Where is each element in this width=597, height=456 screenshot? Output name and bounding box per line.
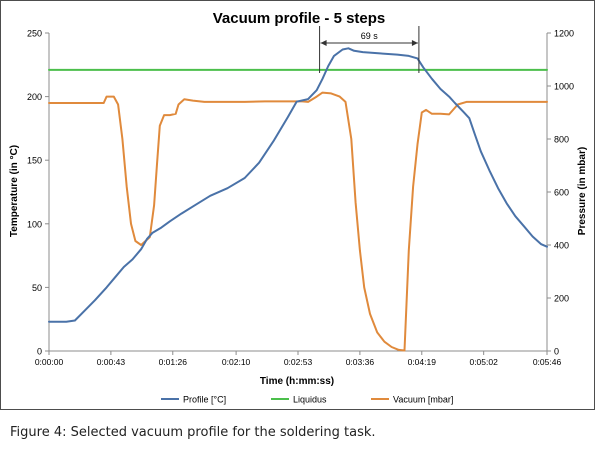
x-tick-label: 0:04:19 — [408, 357, 437, 367]
y-tick-label: 250 — [27, 29, 42, 39]
x-axis-title: Time (h:mm:ss) — [260, 376, 334, 387]
x-tick-label: 0:05:46 — [533, 357, 562, 367]
x-tick-label: 0:05:02 — [469, 357, 498, 367]
axes: 0 50 100 150 200 250 0 200 400 600 800 1000 1200 0:00… — [27, 29, 574, 368]
y2-tick-label: 0 — [554, 347, 559, 357]
legend-label: Vacuum [mbar] — [393, 395, 453, 405]
x-tick-label: 0:00:00 — [35, 357, 64, 367]
y2-tick-label: 1000 — [554, 82, 574, 92]
series-line-vacuum-mbar — [48, 91, 548, 352]
x-tick-label: 0:02:10 — [222, 357, 251, 367]
y-tick-label: 0 — [37, 347, 42, 357]
legend: Profile [°C] Liquidus Vacuum [mbar] — [161, 395, 453, 405]
y-tick-label: 50 — [32, 283, 42, 293]
x-tick-label: 0:02:53 — [284, 357, 313, 367]
chart-title: Vacuum profile - 5 steps — [213, 10, 386, 27]
y2-tick-label: 800 — [554, 135, 569, 145]
y-axis-title: Temperature (in °C) — [9, 145, 20, 237]
figure-caption: Figure 4: Selected vacuum profile for th… — [10, 425, 376, 440]
y-tick-label: 150 — [27, 156, 42, 166]
series-lines — [48, 47, 548, 352]
annotation-arrow-head-left — [320, 40, 327, 46]
series-line-profile-c — [48, 47, 548, 323]
y2-tick-label: 200 — [554, 294, 569, 304]
duration-annotation: 69 s — [319, 26, 420, 73]
y-tick-label: 200 — [27, 92, 42, 102]
y2-tick-label: 400 — [554, 241, 569, 251]
x-tick-label: 0:03:36 — [346, 357, 375, 367]
annotation-arrow-head-right — [411, 40, 418, 46]
y2-tick-label: 1200 — [554, 29, 574, 39]
legend-label: Profile [°C] — [183, 395, 226, 405]
legend-label: Liquidus — [293, 395, 327, 405]
y2-tick-label: 600 — [554, 188, 569, 198]
chart-panel: Vacuum profile - 5 steps 0 50 100 150 200 250… — [0, 0, 595, 410]
vacuum-profile-chart: Vacuum profile - 5 steps 0 50 100 150 200 250… — [9, 10, 588, 405]
x-tick-label: 0:00:43 — [97, 357, 126, 367]
y-tick-label: 100 — [27, 219, 42, 229]
x-tick-label: 0:01:26 — [159, 357, 188, 367]
annotation-label: 69 s — [361, 31, 379, 41]
y2-axis-title: Pressure (in mbar) — [577, 147, 588, 235]
